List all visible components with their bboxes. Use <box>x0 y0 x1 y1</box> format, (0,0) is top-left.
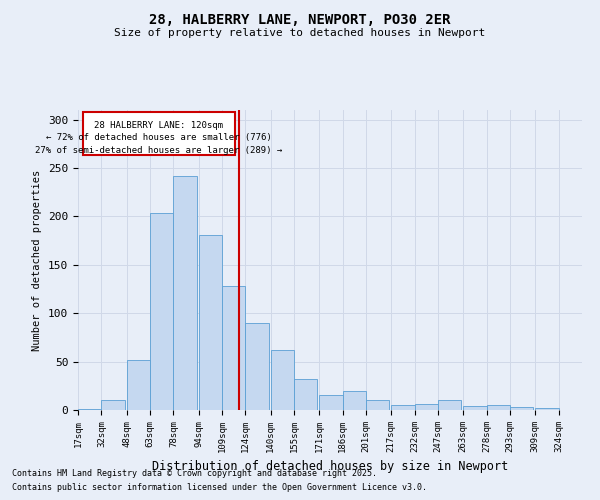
Bar <box>127 360 150 410</box>
X-axis label: Distribution of detached houses by size in Newport: Distribution of detached houses by size … <box>152 460 508 473</box>
Bar <box>391 405 415 410</box>
Bar <box>150 212 173 410</box>
Bar <box>294 379 317 410</box>
Bar <box>463 406 487 410</box>
Bar <box>199 235 222 410</box>
Bar <box>535 408 559 410</box>
Bar <box>510 407 533 410</box>
FancyBboxPatch shape <box>83 112 235 156</box>
Bar <box>271 350 294 410</box>
Bar <box>438 400 461 410</box>
Bar <box>319 394 343 410</box>
Text: 28, HALBERRY LANE, NEWPORT, PO30 2ER: 28, HALBERRY LANE, NEWPORT, PO30 2ER <box>149 12 451 26</box>
Text: Size of property relative to detached houses in Newport: Size of property relative to detached ho… <box>115 28 485 38</box>
Text: 27% of semi-detached houses are larger (289) →: 27% of semi-detached houses are larger (… <box>35 146 282 155</box>
Bar <box>343 390 366 410</box>
Text: ← 72% of detached houses are smaller (776): ← 72% of detached houses are smaller (77… <box>46 133 271 142</box>
Bar <box>101 400 125 410</box>
Bar <box>366 400 389 410</box>
Text: Contains public sector information licensed under the Open Government Licence v3: Contains public sector information licen… <box>12 484 427 492</box>
Text: Contains HM Land Registry data © Crown copyright and database right 2025.: Contains HM Land Registry data © Crown c… <box>12 468 377 477</box>
Bar <box>78 409 101 410</box>
Bar <box>173 176 197 410</box>
Bar <box>415 404 438 410</box>
Text: 28 HALBERRY LANE: 120sqm: 28 HALBERRY LANE: 120sqm <box>94 120 223 130</box>
Bar <box>245 323 269 410</box>
Bar <box>222 286 245 410</box>
Y-axis label: Number of detached properties: Number of detached properties <box>32 170 43 350</box>
Bar <box>487 405 510 410</box>
